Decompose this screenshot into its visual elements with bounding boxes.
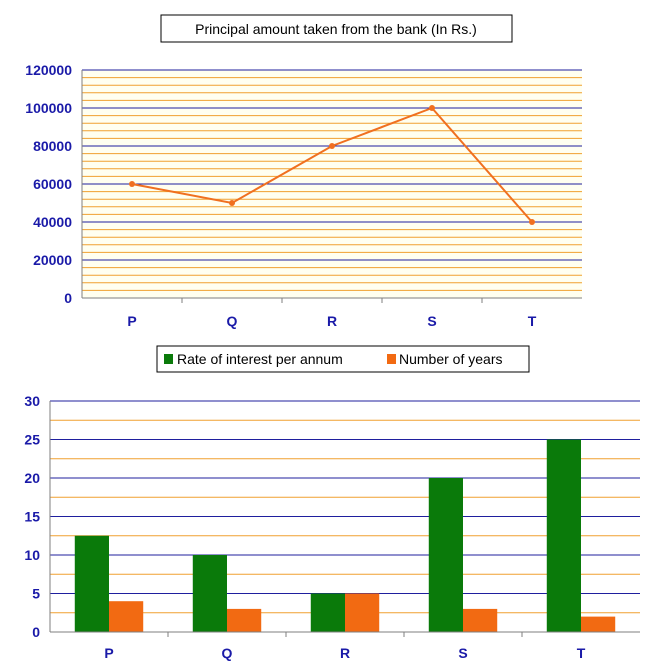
bar-rate: [546, 439, 581, 632]
line-point: [329, 143, 335, 149]
bar-years: [581, 616, 616, 632]
line-y-tick-label: 60000: [33, 176, 72, 192]
bar-years: [227, 608, 262, 632]
line-point: [529, 219, 535, 225]
bar-years: [463, 608, 498, 632]
bar-y-tick-label: 0: [32, 624, 40, 640]
bar-x-tick-label: P: [104, 645, 113, 661]
line-point: [229, 200, 235, 206]
bar-chart: Rate of interest per annum Number of yea…: [24, 345, 640, 661]
bar-x-tick-label: R: [340, 645, 350, 661]
bar-y-tick-label: 10: [24, 547, 40, 563]
line-y-tick-label: 120000: [25, 62, 72, 78]
line-x-tick-label: R: [327, 313, 337, 329]
bar-major-gridlines: [50, 400, 640, 594]
line-x-tick-label: P: [127, 313, 136, 329]
bar-x-tick-label: S: [458, 645, 467, 661]
bar-y-tick-labels: 0 5 10 15 20 25 30: [24, 393, 40, 640]
line-y-tick-label: 100000: [25, 100, 72, 116]
legend-swatch-years: [387, 354, 396, 364]
line-y-tick-label: 80000: [33, 138, 72, 154]
bar-x-tick-label: T: [577, 645, 586, 661]
line-minor-gridlines: [82, 77, 582, 291]
bar-years: [109, 601, 144, 632]
bar-legend-frame: [156, 345, 530, 373]
line-point: [129, 181, 135, 187]
line-chart-title-box: Principal amount taken from the bank (In…: [160, 14, 513, 43]
legend-label-rate: Rate of interest per annum: [177, 351, 343, 367]
legend-label-years: Number of years: [399, 351, 502, 367]
bar-rate: [428, 478, 463, 632]
bar-x-tick-label: Q: [222, 645, 233, 661]
line-x-tick-label: T: [528, 313, 537, 329]
bar-series: [74, 439, 616, 632]
line-point: [429, 105, 435, 111]
bar-y-tick-label: 20: [24, 470, 40, 486]
bar-legend: Rate of interest per annum Number of yea…: [156, 345, 530, 373]
bar-y-tick-label: 5: [32, 586, 40, 602]
line-y-tick-label: 20000: [33, 252, 72, 268]
line-chart-title: Principal amount taken from the bank (In…: [195, 21, 477, 37]
bar-rate: [310, 593, 345, 632]
line-y-tick-label: 40000: [33, 214, 72, 230]
line-x-tick-label: S: [427, 313, 436, 329]
legend-swatch-rate: [164, 354, 173, 364]
line-x-tick-labels: P Q R S T: [127, 313, 536, 329]
bar-x-tick-labels: P Q R S T: [104, 645, 585, 661]
line-y-tick-label: 0: [64, 290, 72, 306]
line-x-tick-label: Q: [227, 313, 238, 329]
line-chart: Principal amount taken from the bank (In…: [25, 14, 582, 329]
bar-category-dividers: [167, 632, 523, 637]
bar-rate: [74, 535, 109, 632]
bar-y-tick-label: 15: [24, 509, 40, 525]
bar-years: [345, 593, 380, 632]
line-category-dividers: [181, 298, 483, 303]
line-points: [129, 105, 535, 225]
bar-y-tick-label: 30: [24, 393, 40, 409]
line-y-tick-labels: 0 20000 40000 60000 80000 100000 120000: [25, 62, 72, 306]
bar-rate: [192, 555, 227, 632]
bar-y-tick-label: 25: [24, 432, 40, 448]
